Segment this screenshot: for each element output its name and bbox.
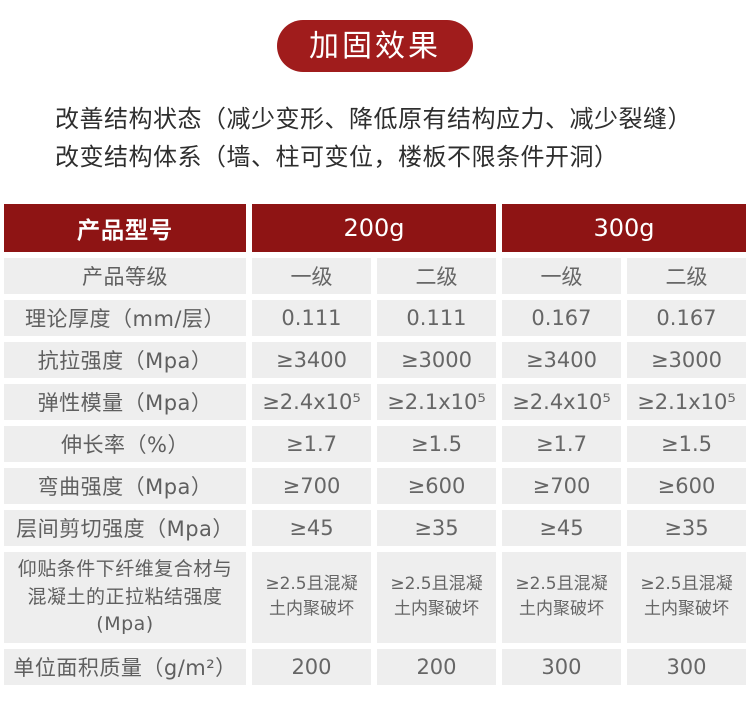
row-label: 伸长率（%）	[4, 426, 246, 462]
table-row-elastic-modulus: 弹性模量（Mpa） ≥2.4x10⁵ ≥2.1x10⁵ ≥2.4x10⁵ ≥2.…	[4, 384, 746, 420]
table-row-thickness: 理论厚度（mm/层） 0.111 0.111 0.167 0.167	[4, 300, 746, 336]
cell-value: ≥2.5且混凝土内聚破坏	[376, 552, 496, 643]
cell-value: ≥35	[376, 510, 496, 546]
cell-value: ≥3000	[376, 342, 496, 378]
cell-value: ≥2.5且混凝土内聚破坏	[626, 552, 746, 643]
header-group-300g: 300g	[501, 204, 746, 252]
row-label: 理论厚度（mm/层）	[4, 300, 246, 336]
cell-value: ≥1.7	[252, 426, 371, 462]
row-label: 仰贴条件下纤维复合材与混凝土的正拉粘结强度(Mpa)	[4, 552, 246, 643]
cell-value: ≥1.7	[501, 426, 621, 462]
cell-value: ≥2.5且混凝土内聚破坏	[252, 552, 371, 643]
page-title: 加固效果	[309, 29, 441, 64]
intro-line-1: 改善结构状态（减少变形、降低原有结构应力、减少裂缝）	[55, 105, 692, 133]
cell-value: 0.111	[252, 300, 371, 336]
row-label: 弯曲强度（Mpa）	[4, 468, 246, 504]
cell-value: ≥1.5	[376, 426, 496, 462]
table-row-bending-strength: 弯曲强度（Mpa） ≥700 ≥600 ≥700 ≥600	[4, 468, 746, 504]
row-label: 单位面积质量（g/m²）	[4, 648, 246, 685]
cell-value: ≥3400	[501, 342, 621, 378]
cell-value: 一级	[501, 258, 621, 294]
table-row-bond-strength: 仰贴条件下纤维复合材与混凝土的正拉粘结强度(Mpa) ≥2.5且混凝土内聚破坏 …	[4, 552, 746, 643]
cell-value: ≥700	[501, 468, 621, 504]
cell-value: ≥45	[501, 510, 621, 546]
cell-value: 300	[626, 648, 746, 685]
cell-value: 0.167	[501, 300, 621, 336]
cell-value: ≥1.5	[626, 426, 746, 462]
cell-value: ≥3000	[626, 342, 746, 378]
spec-table: 产品型号 200g 300g 产品等级 一级 二级 一级 二级 理论厚度（mm/…	[0, 198, 750, 691]
table-row-elongation: 伸长率（%） ≥1.7 ≥1.5 ≥1.7 ≥1.5	[4, 426, 746, 462]
cell-value: 0.167	[626, 300, 746, 336]
table-row-grade: 产品等级 一级 二级 一级 二级	[4, 258, 746, 294]
intro-line-2: 改变结构体系（墙、柱可变位，楼板不限条件开洞）	[55, 143, 619, 171]
table-header-row: 产品型号 200g 300g	[4, 204, 746, 252]
page: 加固效果 改善结构状态（减少变形、降低原有结构应力、减少裂缝） 改变结构体系（墙…	[0, 20, 750, 708]
table-row-mass-per-area: 单位面积质量（g/m²） 200 200 300 300	[4, 648, 746, 685]
cell-value: 200	[252, 648, 371, 685]
title-banner: 加固效果	[277, 20, 473, 72]
header-group-200g: 200g	[252, 204, 496, 252]
cell-value: 200	[376, 648, 496, 685]
row-label: 层间剪切强度（Mpa）	[4, 510, 246, 546]
cell-value: 二级	[376, 258, 496, 294]
cell-value: ≥600	[626, 468, 746, 504]
cell-value: ≥600	[376, 468, 496, 504]
row-label: 弹性模量（Mpa）	[4, 384, 246, 420]
cell-value: ≥2.1x10⁵	[376, 384, 496, 420]
cell-value: 0.111	[376, 300, 496, 336]
cell-value: ≥35	[626, 510, 746, 546]
cell-value: ≥2.4x10⁵	[501, 384, 621, 420]
cell-value: ≥2.5且混凝土内聚破坏	[501, 552, 621, 643]
cell-value: ≥3400	[252, 342, 371, 378]
cell-value: 一级	[252, 258, 371, 294]
intro-text: 改善结构状态（减少变形、降低原有结构应力、减少裂缝） 改变结构体系（墙、柱可变位…	[55, 100, 710, 176]
table-row-interlaminar-shear: 层间剪切强度（Mpa） ≥45 ≥35 ≥45 ≥35	[4, 510, 746, 546]
cell-value: 二级	[626, 258, 746, 294]
row-label: 抗拉强度（Mpa）	[4, 342, 246, 378]
cell-value: ≥2.4x10⁵	[252, 384, 371, 420]
table-row-tensile-strength: 抗拉强度（Mpa） ≥3400 ≥3000 ≥3400 ≥3000	[4, 342, 746, 378]
cell-value: ≥2.1x10⁵	[626, 384, 746, 420]
row-label: 产品等级	[4, 258, 246, 294]
cell-value: 300	[501, 648, 621, 685]
cell-value: ≥45	[252, 510, 371, 546]
header-product-model: 产品型号	[4, 204, 246, 252]
cell-value: ≥700	[252, 468, 371, 504]
